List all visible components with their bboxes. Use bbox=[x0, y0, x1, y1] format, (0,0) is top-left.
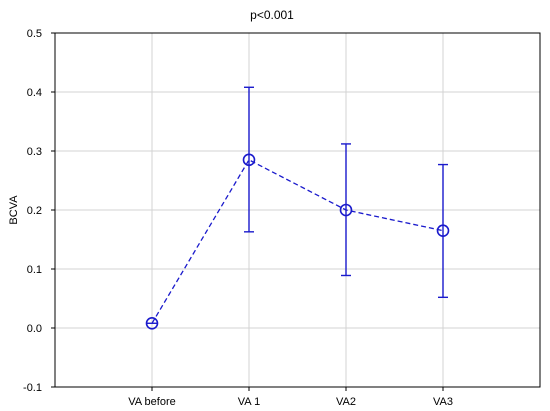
series-group bbox=[145, 86, 450, 330]
y-tick-label: -0.1 bbox=[23, 382, 42, 394]
x-tick-label: VA before bbox=[128, 396, 176, 408]
y-tick-label: 0.0 bbox=[27, 323, 42, 335]
y-axis-label: BCVA bbox=[8, 195, 20, 225]
y-tick-labels: -0.1 0.0 0.1 0.2 0.3 0.4 0.5 bbox=[23, 28, 42, 394]
x-tick-label: VA3 bbox=[433, 396, 453, 408]
plot-frame bbox=[54, 32, 541, 388]
x-tick-labels: VA before VA 1 VA2 VA3 bbox=[128, 396, 453, 408]
data-point bbox=[145, 316, 159, 330]
data-point bbox=[242, 153, 256, 167]
data-point bbox=[339, 203, 353, 217]
grid bbox=[51, 32, 540, 391]
series-line bbox=[151, 158, 444, 324]
chart-title: p<0.001 bbox=[250, 8, 294, 22]
x-tick-label: VA2 bbox=[336, 396, 356, 408]
y-tick-label: 0.1 bbox=[27, 264, 42, 276]
y-tick-label: 0.3 bbox=[27, 146, 42, 158]
y-tick-label: 0.5 bbox=[27, 28, 42, 40]
y-tick-label: 0.4 bbox=[27, 87, 42, 99]
x-tick-label: VA 1 bbox=[238, 396, 260, 408]
y-tick-label: 0.2 bbox=[27, 205, 42, 217]
data-point bbox=[436, 224, 450, 237]
